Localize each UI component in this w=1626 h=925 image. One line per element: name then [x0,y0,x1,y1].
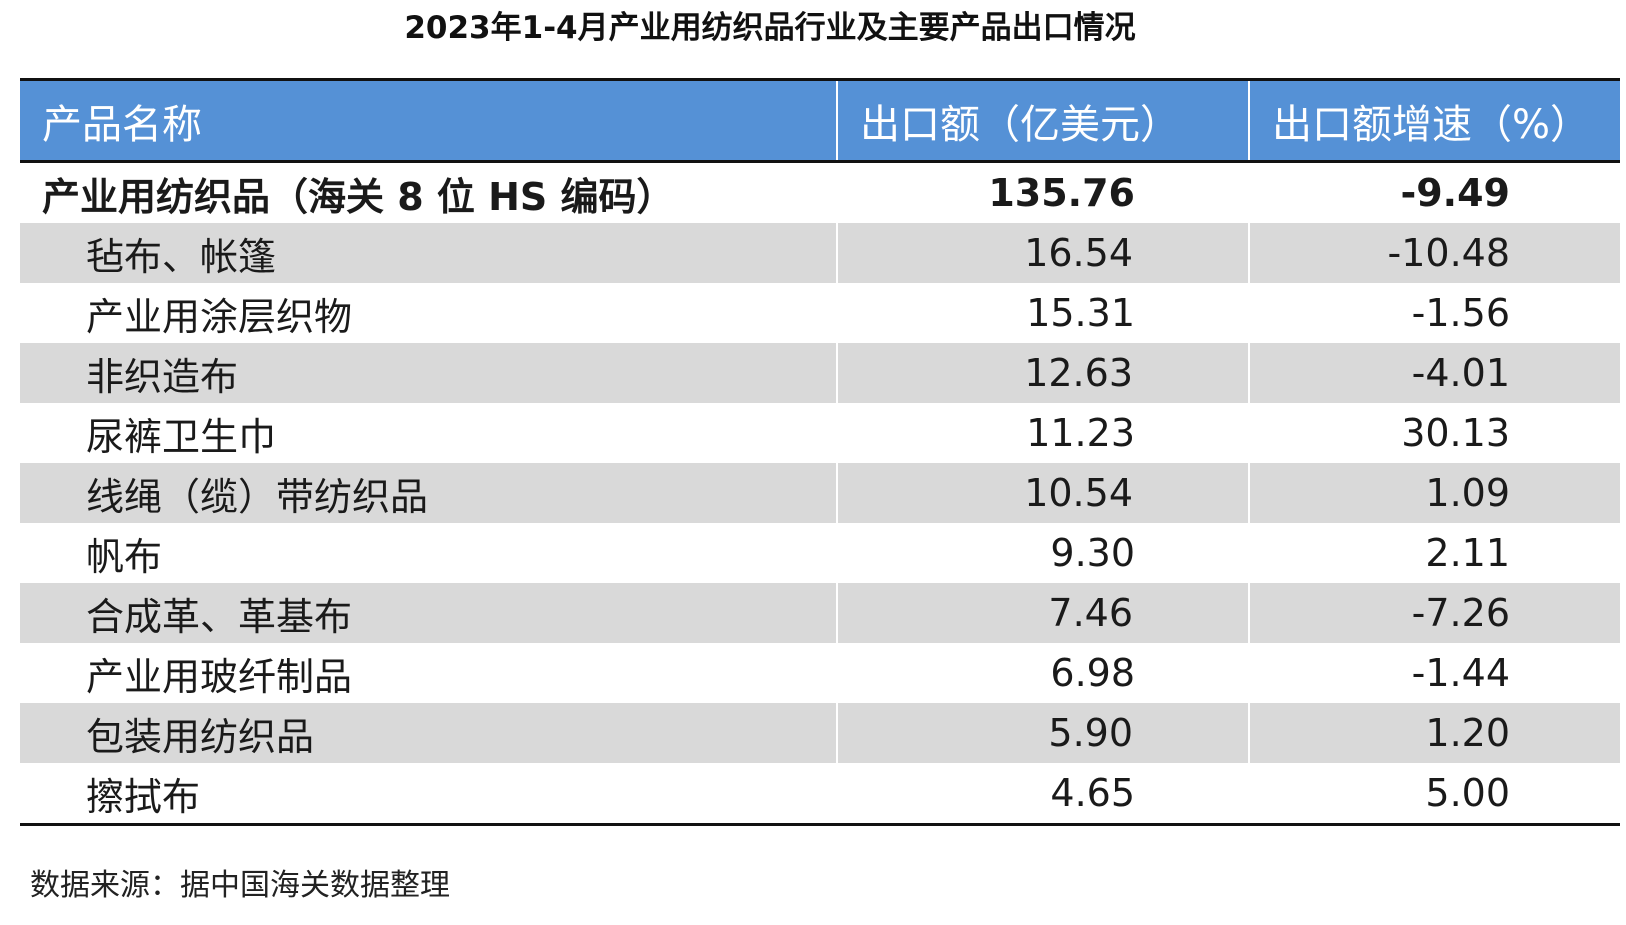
table-row-total: 产业用纺织品（海关 8 位 HS 编码） 135.76 -9.49 [20,163,1620,223]
row-name: 线绳（缆）带纺织品 [20,463,838,523]
row-growth: -1.56 [1411,291,1510,335]
row-value: 10.54 [838,463,1250,523]
header-product-name: 产品名称 [20,81,838,160]
table-row: 非织造布 12.63 -4.01 [20,343,1620,403]
row-value: 11.23 [1026,411,1135,455]
row-name: 产业用纺织品（海关 8 位 HS 编码） [42,174,675,219]
row-growth: -9.49 [1400,171,1510,215]
row-value: 15.31 [1026,291,1135,335]
row-name: 合成革、革基布 [20,583,838,643]
table-row: 产业用涂层织物 15.31 -1.56 [20,283,1620,343]
table-row: 线绳（缆）带纺织品 10.54 1.09 [20,463,1620,523]
row-value: 12.63 [838,343,1250,403]
row-growth: 2.11 [1425,531,1510,575]
row-name: 擦拭布 [86,774,201,819]
table-row: 产业用玻纤制品 6.98 -1.44 [20,643,1620,703]
row-value: 9.30 [1050,531,1135,575]
row-value: 4.65 [1050,771,1135,815]
table-top-rule [20,78,1620,81]
row-growth: 30.13 [1401,411,1510,455]
table-row: 毡布、帐篷 16.54 -10.48 [20,223,1620,283]
row-growth: -4.01 [1411,351,1510,395]
row-value: 135.76 [988,171,1135,215]
row-value: 7.46 [838,583,1250,643]
row-name: 尿裤卫生巾 [86,414,277,459]
row-name: 帆布 [86,534,163,579]
row-growth: 5.00 [1425,771,1510,815]
table-row: 擦拭布 4.65 5.00 [20,763,1620,823]
table-row: 合成革、革基布 7.46 -7.26 [20,583,1620,643]
table-header-rule [20,160,1620,163]
row-value: 16.54 [838,223,1250,283]
row-name: 产业用涂层织物 [86,294,353,339]
export-table: 产品名称 出口额（亿美元） 出口额增速（%） 产业用纺织品（海关 8 位 HS … [20,78,1620,826]
row-name: 毡布、帐篷 [20,223,838,283]
row-growth: -7.26 [1411,591,1510,635]
table-bottom-rule [20,823,1620,826]
table-header-row: 产品名称 出口额（亿美元） 出口额增速（%） [20,81,1620,160]
header-export-value: 出口额（亿美元） [838,81,1250,160]
row-name: 产业用玻纤制品 [86,654,353,699]
row-growth: 1.09 [1425,471,1510,515]
row-growth: -10.48 [1387,231,1511,275]
table-row: 尿裤卫生巾 11.23 30.13 [20,403,1620,463]
row-value: 5.90 [838,703,1250,763]
table-title: 2023年1-4月产业用纺织品行业及主要产品出口情况 [404,10,1136,46]
row-growth: 1.20 [1425,711,1510,755]
row-value: 6.98 [1050,651,1135,695]
row-growth: -1.44 [1411,651,1510,695]
table-row: 帆布 9.30 2.11 [20,523,1620,583]
row-name: 非织造布 [20,343,838,403]
header-export-growth: 出口额增速（%） [1272,101,1591,148]
data-source-note: 数据来源：据中国海关数据整理 [30,868,450,903]
row-name: 包装用纺织品 [20,703,838,763]
table-row: 包装用纺织品 5.90 1.20 [20,703,1620,763]
